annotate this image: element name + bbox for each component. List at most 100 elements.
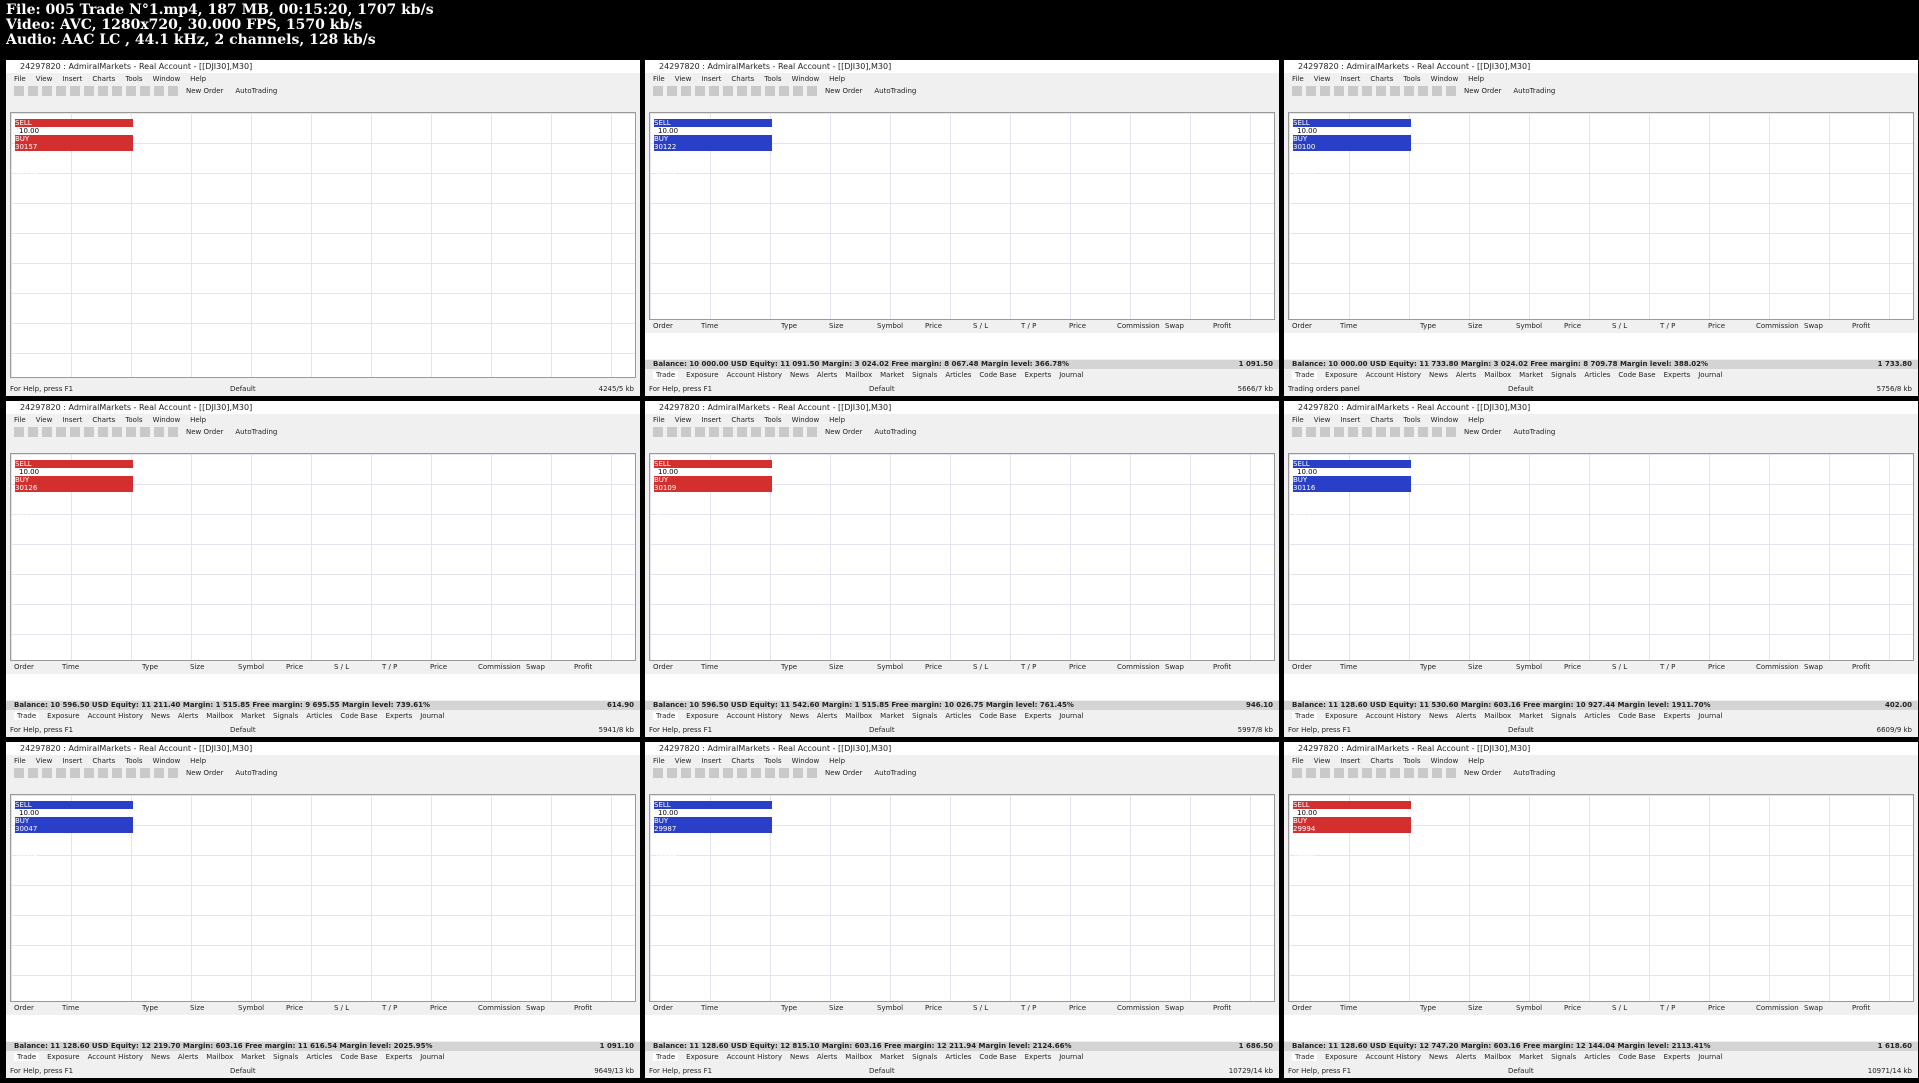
tab[interactable]: Exposure [686,371,719,379]
tab[interactable]: Journal [420,1053,445,1061]
tab[interactable]: Articles [1584,1053,1611,1061]
tab[interactable]: Market [241,712,266,720]
tab[interactable]: Market [880,1053,905,1061]
tab[interactable]: News [150,1053,170,1061]
menu-item[interactable]: Charts [1370,416,1394,424]
menu-item[interactable]: Help [829,416,846,424]
menu-item[interactable]: File [1292,75,1304,83]
menu-item[interactable]: Charts [731,75,755,83]
tab[interactable]: Account History [1365,712,1421,720]
menu-item[interactable]: File [14,757,26,765]
menu-item[interactable]: Help [190,757,207,765]
tab[interactable]: Signals [912,371,938,379]
menu-item[interactable]: Insert [1340,75,1361,83]
menu-item[interactable]: Charts [731,757,755,765]
menu-item[interactable]: File [1292,757,1304,765]
menu-item[interactable]: View [35,757,53,765]
tab[interactable]: Code Base [1618,371,1656,379]
menu-item[interactable]: Help [829,75,846,83]
tab[interactable]: Journal [1698,1053,1723,1061]
menu-item[interactable]: Tools [1403,757,1421,765]
menu-item[interactable]: Window [152,416,181,424]
tab[interactable]: Trade [1292,712,1318,720]
tab[interactable]: Experts [1024,1053,1052,1061]
toolbar-button[interactable]: AutoTrading [235,769,278,777]
toolbar-button[interactable]: AutoTrading [874,87,917,95]
tab[interactable]: Market [880,371,905,379]
tab[interactable]: Trade [653,712,679,720]
menu-item[interactable]: View [35,75,53,83]
tab[interactable]: News [789,1053,809,1061]
tab[interactable]: Account History [726,371,782,379]
tab[interactable]: Experts [1663,1053,1691,1061]
tab[interactable]: Alerts [177,1053,199,1061]
toolbar-button[interactable]: AutoTrading [874,428,917,436]
tab[interactable]: Articles [1584,712,1611,720]
tab[interactable]: Articles [945,371,972,379]
tab[interactable]: Market [1519,712,1544,720]
toolbar-button[interactable]: New Order [1464,87,1502,95]
tab[interactable]: Code Base [1618,712,1656,720]
tab[interactable]: Exposure [47,712,80,720]
tab[interactable]: Experts [1024,371,1052,379]
menu-item[interactable]: Window [791,757,820,765]
tab[interactable]: Experts [385,1053,413,1061]
tab[interactable]: Journal [1698,371,1723,379]
tab[interactable]: Mailbox [845,712,873,720]
tab[interactable]: Exposure [686,1053,719,1061]
tab[interactable]: Trade [653,1053,679,1061]
tab[interactable]: Signals [912,1053,938,1061]
menu-item[interactable]: File [1292,416,1304,424]
tab[interactable]: Signals [1551,371,1577,379]
tab[interactable]: News [150,712,170,720]
menu-item[interactable]: Insert [701,757,722,765]
menu-item[interactable]: View [674,757,692,765]
menu-item[interactable]: File [14,416,26,424]
tab[interactable]: Alerts [1455,371,1477,379]
menu-item[interactable]: File [653,757,665,765]
menu-item[interactable]: Window [152,75,181,83]
tab[interactable]: Articles [306,712,333,720]
menu-item[interactable]: Help [190,75,207,83]
toolbar-button[interactable]: New Order [186,87,224,95]
toolbar-button[interactable]: New Order [1464,769,1502,777]
tab[interactable]: Signals [273,712,299,720]
toolbar-button[interactable]: AutoTrading [1513,428,1556,436]
tab[interactable]: Exposure [1325,1053,1358,1061]
tab[interactable]: Account History [726,712,782,720]
menu-item[interactable]: View [1313,416,1331,424]
menu-item[interactable]: Tools [1403,75,1421,83]
menu-item[interactable]: Window [791,416,820,424]
tab[interactable]: Alerts [1455,712,1477,720]
tab[interactable]: Alerts [177,712,199,720]
tab[interactable]: News [1428,371,1448,379]
menu-item[interactable]: Window [1430,757,1459,765]
menu-item[interactable]: Tools [125,75,143,83]
toolbar-button[interactable]: New Order [186,769,224,777]
menu-item[interactable]: View [1313,75,1331,83]
toolbar-button[interactable]: AutoTrading [874,769,917,777]
tab[interactable]: Code Base [340,712,378,720]
tab[interactable]: Journal [1059,371,1084,379]
tab[interactable]: Alerts [816,712,838,720]
tab[interactable]: Trade [14,712,40,720]
menu-item[interactable]: File [653,416,665,424]
menu-item[interactable]: Tools [764,75,782,83]
menu-item[interactable]: Window [791,75,820,83]
menu-item[interactable]: View [674,416,692,424]
tab[interactable]: Signals [273,1053,299,1061]
tab[interactable]: Account History [87,1053,143,1061]
menu-item[interactable]: Charts [1370,75,1394,83]
tab[interactable]: Market [1519,371,1544,379]
tab[interactable]: Experts [1663,371,1691,379]
tab[interactable]: Experts [385,712,413,720]
menu-item[interactable]: View [1313,757,1331,765]
toolbar-button[interactable]: New Order [825,428,863,436]
tab[interactable]: Code Base [979,712,1017,720]
tab[interactable]: Mailbox [206,1053,234,1061]
menu-item[interactable]: Tools [125,416,143,424]
tab[interactable]: News [789,712,809,720]
tab[interactable]: Market [880,712,905,720]
tab[interactable]: Trade [653,371,679,379]
tab[interactable]: Code Base [1618,1053,1656,1061]
